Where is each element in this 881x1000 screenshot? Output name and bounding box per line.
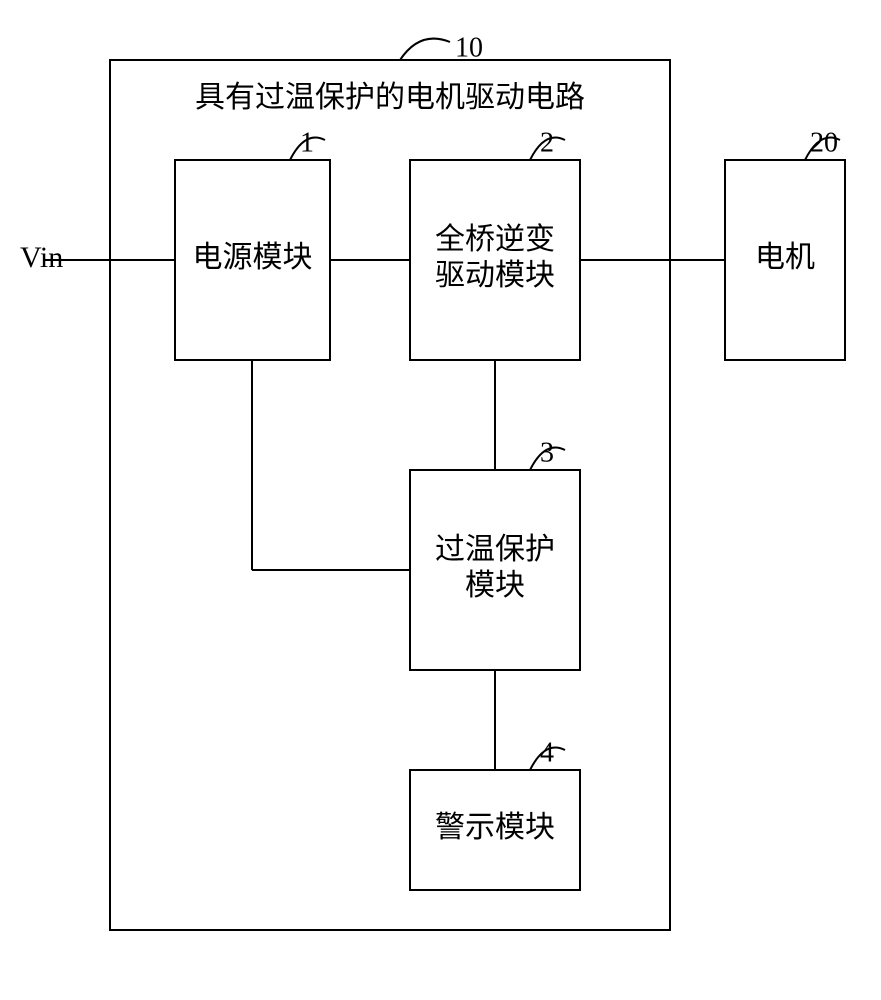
overtemp-num: 3 (540, 437, 554, 468)
power-num: 1 (300, 127, 314, 158)
bridge-label1: 全桥逆变 (435, 223, 555, 256)
block-diagram: 具有过温保护的电机驱动电路 10 Vin 电源模块 1 全桥逆变驱动模块 2 过温保护模块 3 警… (0, 0, 881, 1000)
outer-box-title: 具有过温保护的电机驱动电路 (195, 81, 585, 114)
outer-box-num: 10 (455, 32, 483, 63)
overtemp-label2: 模块 (465, 569, 525, 602)
power-label1: 电源模块 (193, 241, 313, 274)
outer-box-leader (400, 39, 450, 60)
warn-label1: 警示模块 (435, 811, 555, 844)
bridge-label2: 驱动模块 (435, 259, 555, 292)
warn-num: 4 (540, 737, 554, 768)
overtemp-label1: 过温保护 (435, 533, 555, 566)
vin-label: Vin (20, 241, 63, 274)
outer-box (110, 60, 670, 930)
bridge-num: 2 (540, 127, 554, 158)
motor-label1: 电机 (755, 241, 815, 274)
motor-num: 20 (810, 127, 838, 158)
